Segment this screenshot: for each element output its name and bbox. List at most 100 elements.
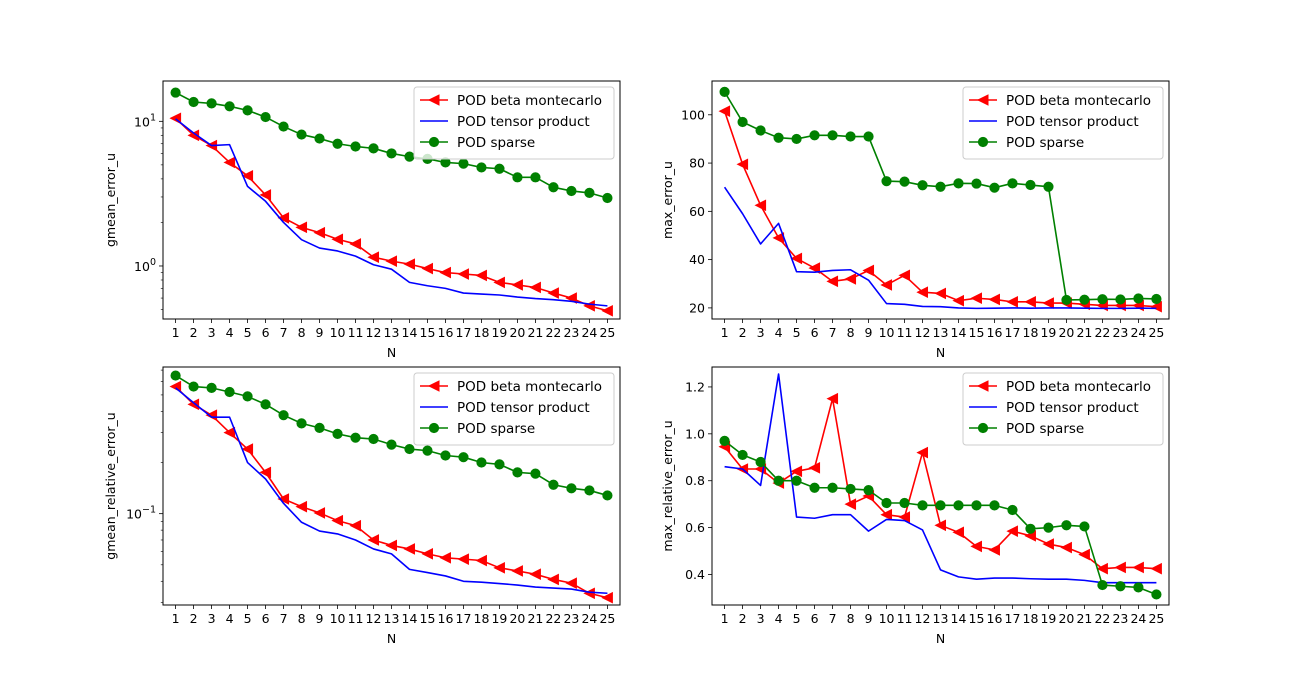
y-tick-exponent: 1 xyxy=(150,112,156,123)
x-tick-label: 2 xyxy=(739,325,747,340)
legend: POD beta montecarlo POD tensor product POD… xyxy=(413,86,615,160)
x-tick-label: 18 xyxy=(474,611,490,626)
x-tick-label: 11 xyxy=(348,325,364,340)
x-tick-label: 19 xyxy=(491,325,507,340)
x-tick-label: 20 xyxy=(1058,611,1074,626)
x-tick-label: 16 xyxy=(987,325,1003,340)
x-tick-label: 9 xyxy=(865,325,873,340)
data-point xyxy=(916,446,929,459)
x-tick-label: 10 xyxy=(330,325,346,340)
data-point xyxy=(988,293,1000,306)
x-tick-label: 13 xyxy=(384,325,400,340)
data-point xyxy=(952,294,964,307)
data-point xyxy=(206,98,217,109)
data-point xyxy=(845,131,856,142)
data-point xyxy=(457,268,469,280)
x-tick-label: 24 xyxy=(1130,611,1146,626)
data-point xyxy=(223,426,236,439)
y-tick-label: 80 xyxy=(689,156,705,171)
x-tick-label: 8 xyxy=(847,325,855,340)
data-point xyxy=(331,233,344,246)
legend: POD beta montecarlo POD tensor product POD… xyxy=(962,372,1164,446)
data-point xyxy=(1025,179,1036,191)
x-tick-label: 2 xyxy=(190,325,198,340)
x-tick-label: 16 xyxy=(987,611,1003,626)
data-point xyxy=(863,485,874,496)
y-tick-label: 100 xyxy=(681,107,705,122)
x-tick-label: 18 xyxy=(1023,611,1039,626)
x-tick-label: 24 xyxy=(581,325,597,340)
data-point xyxy=(440,450,451,461)
data-point xyxy=(826,275,839,288)
x-tick-label: 2 xyxy=(190,611,198,626)
data-point xyxy=(1025,523,1036,534)
x-axis-label: N xyxy=(936,345,945,360)
data-point xyxy=(349,238,362,250)
data-point xyxy=(385,539,397,552)
data-point xyxy=(170,87,181,98)
series-line-2 xyxy=(175,387,608,595)
x-tick-label: 2 xyxy=(739,611,747,626)
y-tick-exponent: −1 xyxy=(142,505,156,516)
y-tick-label: 60 xyxy=(689,204,705,219)
data-point xyxy=(754,199,767,212)
x-tick-label: 22 xyxy=(1094,611,1110,626)
x-tick-label: 17 xyxy=(456,325,472,340)
y-tick-label: 100 xyxy=(134,257,156,274)
legend-marker xyxy=(976,380,989,392)
data-point xyxy=(493,562,505,574)
data-point xyxy=(826,392,839,405)
data-point xyxy=(1097,294,1108,305)
data-point xyxy=(880,279,893,291)
data-point xyxy=(223,156,236,169)
data-point xyxy=(367,251,380,264)
data-point xyxy=(529,568,541,581)
x-tick-label: 6 xyxy=(262,611,270,626)
data-point xyxy=(530,172,541,183)
data-point xyxy=(988,544,1000,556)
data-point xyxy=(295,500,308,513)
data-point xyxy=(296,129,307,140)
x-tick-label: 22 xyxy=(545,325,561,340)
x-tick-label: 8 xyxy=(298,325,306,340)
x-tick-label: 25 xyxy=(599,325,615,340)
y-tick-label: 0.6 xyxy=(685,520,705,535)
legend-label: POD sparse xyxy=(1006,135,1084,151)
data-point xyxy=(1007,504,1018,516)
x-tick-label: 13 xyxy=(933,611,949,626)
data-point xyxy=(737,116,748,128)
data-point xyxy=(917,500,928,511)
data-point xyxy=(1150,300,1162,313)
x-tick-label: 3 xyxy=(757,611,765,626)
data-point xyxy=(971,500,982,511)
legend-box xyxy=(962,372,1164,446)
data-point xyxy=(313,507,326,519)
data-point xyxy=(421,262,433,275)
x-tick-label: 1 xyxy=(721,611,729,626)
x-tick-label: 12 xyxy=(366,611,382,626)
legend-label: POD beta montecarlo xyxy=(1006,93,1151,109)
x-tick-label: 19 xyxy=(491,611,507,626)
subplot-1: 1 2 3 4 5 6 7 8 9 10 11 12 13 14 15 16 17 18 19 20 21 22 23 24 2… xyxy=(103,80,621,360)
data-point xyxy=(601,591,613,604)
data-point xyxy=(935,500,946,511)
data-point xyxy=(584,485,595,496)
data-point xyxy=(188,96,199,108)
data-point xyxy=(512,467,523,478)
data-point xyxy=(1043,181,1054,192)
data-point xyxy=(1042,538,1054,550)
legend-label: POD sparse xyxy=(457,421,535,437)
data-point xyxy=(934,519,946,532)
x-tick-label: 23 xyxy=(563,611,579,626)
x-tick-label: 4 xyxy=(226,611,234,626)
data-point xyxy=(935,181,946,192)
data-point xyxy=(475,554,487,567)
data-point xyxy=(1133,293,1144,304)
data-point xyxy=(1115,294,1126,305)
x-axis-label: N xyxy=(936,631,945,646)
x-tick-label: 24 xyxy=(1130,325,1146,340)
data-point xyxy=(206,382,217,393)
x-tick-label: 12 xyxy=(915,611,931,626)
x-tick-label: 23 xyxy=(1112,611,1128,626)
data-point xyxy=(809,130,820,141)
